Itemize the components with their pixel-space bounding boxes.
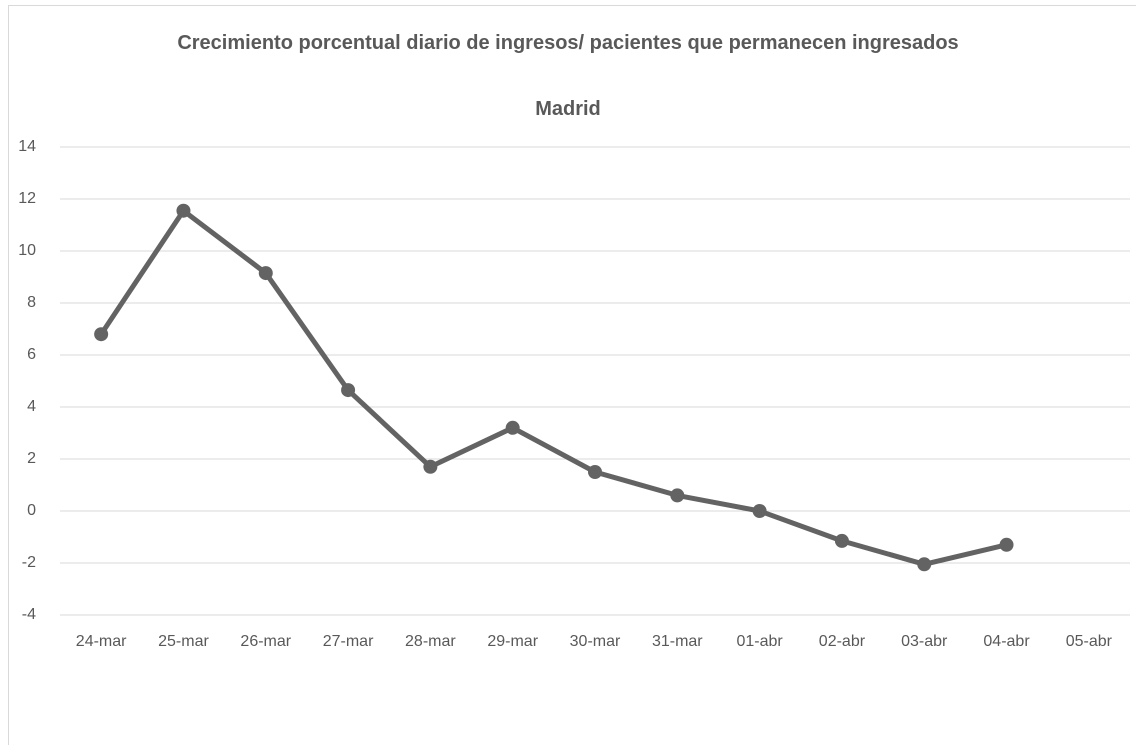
x-tick-label: 26-mar — [240, 633, 291, 650]
point — [341, 383, 356, 398]
x-tick-label: 31-mar — [652, 633, 703, 650]
x-tick-label: 30-mar — [570, 633, 621, 650]
x-tick-label: 02-abr — [819, 633, 866, 650]
y-tick-label: -4 — [22, 606, 36, 623]
x-tick-label: 28-mar — [405, 633, 456, 650]
x-tick-label: 24-mar — [76, 633, 127, 650]
point — [258, 266, 273, 281]
x-tick-label: 25-mar — [158, 633, 209, 650]
point — [505, 420, 520, 435]
point — [917, 557, 932, 572]
point — [752, 504, 767, 518]
y-tick-label: 12 — [18, 190, 36, 207]
y-tick-label: 14 — [18, 138, 36, 155]
point — [588, 465, 602, 479]
line — [99, 208, 1008, 567]
point — [176, 203, 191, 218]
point — [834, 533, 849, 548]
y-tick-label: 2 — [27, 450, 36, 467]
point — [423, 459, 438, 474]
chart-subtitle: Madrid — [535, 98, 601, 120]
y-tick-label: 4 — [27, 398, 36, 415]
x-tick-label: 29-mar — [487, 633, 538, 650]
x-tick-label: 01-abr — [736, 633, 783, 650]
y-tick-label: 8 — [27, 294, 36, 311]
y-tick-label: 10 — [18, 242, 36, 259]
point — [94, 327, 109, 342]
x-tick-label: 27-mar — [323, 633, 374, 650]
chart-border — [8, 5, 1136, 745]
point — [670, 488, 685, 503]
x-tick-label: 04-abr — [983, 633, 1030, 650]
x-tick-label: 05-abr — [1066, 633, 1113, 650]
point — [999, 537, 1014, 552]
chart-title: Crecimiento porcentual diario de ingreso… — [177, 32, 959, 54]
y-tick-label: 0 — [27, 502, 36, 519]
y-tick-label: -2 — [22, 554, 36, 571]
x-tick-label: 03-abr — [901, 633, 948, 650]
y-tick-label: 6 — [27, 346, 36, 363]
